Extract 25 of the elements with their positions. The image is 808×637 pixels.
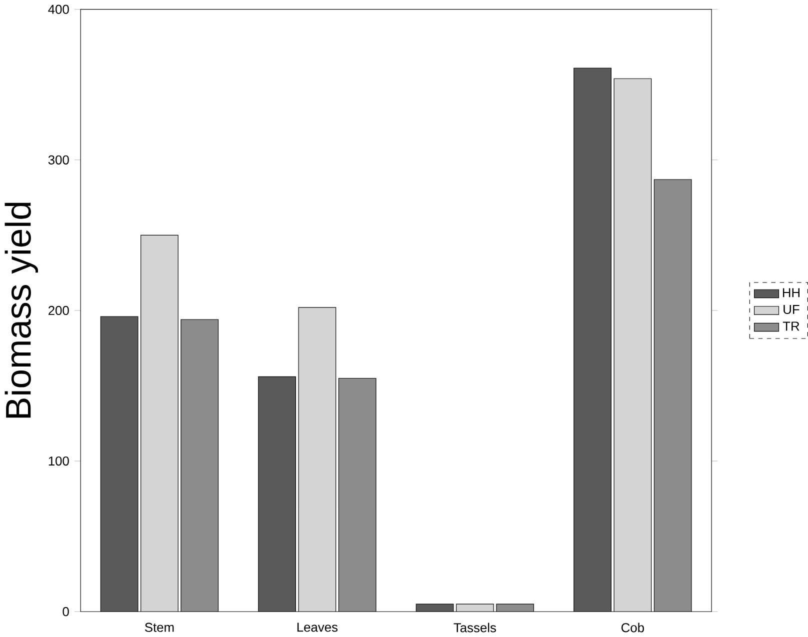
bar xyxy=(614,78,652,612)
x-tick-label: Tassels xyxy=(454,622,496,632)
legend-label: HH xyxy=(782,288,800,298)
bar xyxy=(180,319,219,612)
legend-label: UF xyxy=(784,304,800,314)
y-axis-title: Biomass yield xyxy=(4,202,38,418)
bar xyxy=(298,307,336,612)
y-tick-label: 0 xyxy=(62,607,69,616)
legend-label: TR xyxy=(782,322,800,331)
bar xyxy=(456,604,494,612)
bar xyxy=(574,68,612,612)
bar xyxy=(654,179,692,612)
y-tick-label: 400 xyxy=(48,4,69,14)
bar xyxy=(338,378,376,612)
x-tick-label: Leaves xyxy=(297,622,338,632)
x-tick-label: Cob xyxy=(621,622,644,632)
bar xyxy=(100,316,138,612)
bar xyxy=(140,234,178,612)
y-tick-label: 300 xyxy=(48,155,69,164)
bar xyxy=(258,376,296,612)
y-tick-label: 200 xyxy=(48,306,69,316)
x-tick-label: Stem xyxy=(144,622,174,632)
bar xyxy=(496,604,534,612)
bar xyxy=(416,604,454,612)
y-tick-label: 100 xyxy=(48,456,69,466)
